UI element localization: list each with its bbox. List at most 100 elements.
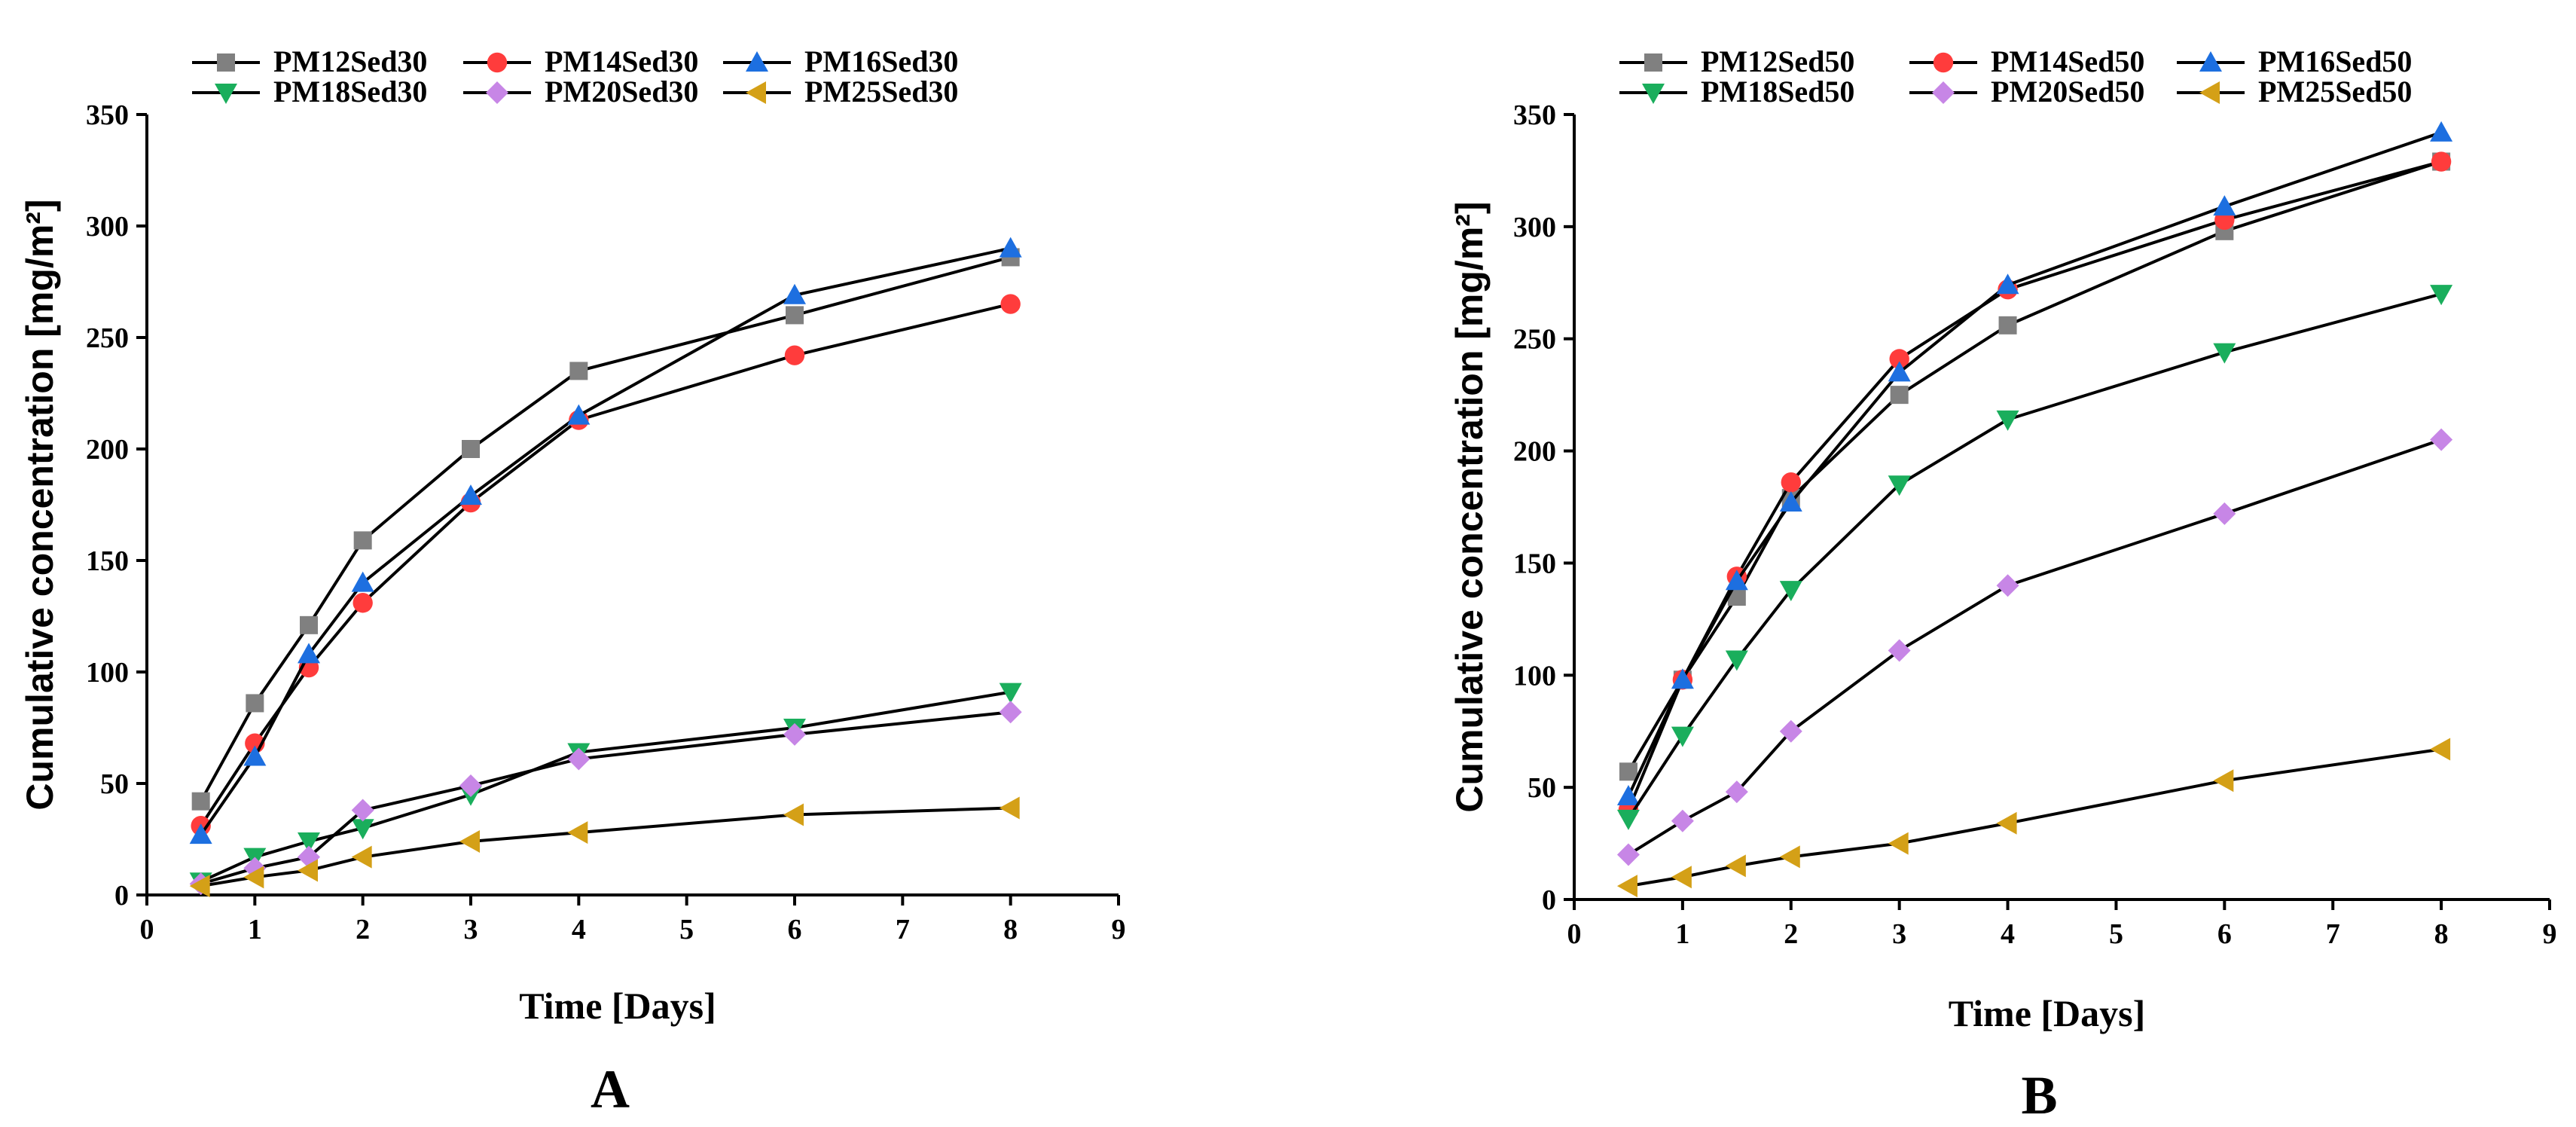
x-tick-label: 1	[248, 914, 262, 945]
x-tick-label: 6	[788, 914, 802, 945]
chart-a: 0 1 2 3 4 5 6 7 8 9 0 50 100 150 200 250 300 350 Time [Day…	[19, 44, 1126, 1119]
y-tick-label: 200	[1513, 436, 1556, 468]
y-tick-label: 100	[1513, 660, 1556, 692]
legend-item-pm14sed50: PM14Sed50	[1909, 44, 2144, 78]
data-point	[2431, 151, 2452, 172]
series-pm25sed30	[189, 796, 1020, 898]
x-tick-label: 4	[572, 914, 586, 945]
data-point	[1888, 832, 1909, 855]
series-pm25sed50	[1616, 738, 2451, 898]
y-tick-label: 0	[114, 880, 129, 912]
data-point	[1996, 410, 2019, 431]
legend-label: PM25Sed50	[2258, 75, 2412, 108]
data-point	[2213, 769, 2234, 793]
data-point	[999, 683, 1022, 704]
data-point	[567, 821, 588, 844]
legend-item-pm16sed30: PM16Sed30	[723, 44, 958, 78]
legend-label: PM18Sed30	[273, 75, 427, 108]
x-axis-title: Time [Days]	[519, 985, 716, 1027]
legend-marker	[1932, 81, 1955, 104]
legend-item-pm20sed50: PM20Sed50	[1909, 75, 2144, 108]
data-point	[298, 832, 320, 853]
data-point	[784, 345, 805, 365]
series-line	[200, 710, 1011, 886]
y-tick-label: 300	[1513, 212, 1556, 243]
data-point	[783, 803, 804, 826]
data-point	[1889, 349, 1909, 369]
data-point	[1996, 273, 2019, 295]
legend-label: PM16Sed50	[2258, 44, 2412, 78]
data-point	[1616, 875, 1637, 898]
x-tick-label: 2	[1784, 918, 1798, 950]
data-point	[999, 237, 1022, 258]
data-point	[2213, 195, 2236, 216]
legend-item-pm12sed50: PM12Sed50	[1619, 44, 1854, 78]
data-point	[783, 722, 806, 746]
data-point	[1000, 294, 1021, 314]
data-point	[569, 362, 588, 380]
x-tick-label: 3	[464, 914, 478, 945]
x-tick-label: 5	[2109, 918, 2123, 950]
legend-label: PM14Sed50	[1991, 44, 2144, 78]
legend-item-pm18sed50: PM18Sed50	[1619, 75, 1854, 108]
x-tick-label: 7	[2326, 918, 2340, 950]
data-point	[1671, 809, 1694, 832]
data-point	[1781, 472, 1801, 493]
series-line	[199, 255, 1012, 802]
data-point	[999, 701, 1022, 724]
data-point	[1725, 650, 1748, 671]
data-point	[1996, 811, 2017, 835]
x-axis-title: Time [Days]	[1949, 992, 2146, 1034]
legend-label: PM12Sed30	[273, 44, 427, 78]
data-point	[786, 306, 804, 325]
data-point	[783, 283, 806, 304]
series-pm18sed50	[1616, 285, 2453, 830]
series-line	[199, 302, 1012, 827]
legend-item-pm16sed50: PM16Sed50	[2177, 44, 2412, 78]
data-point	[246, 694, 264, 713]
data-point	[1619, 762, 1637, 781]
data-point	[999, 796, 1020, 820]
data-point	[2213, 343, 2236, 364]
data-point	[1725, 570, 1748, 591]
data-point	[462, 440, 480, 458]
data-point	[1671, 668, 1694, 689]
data-point	[1779, 491, 1802, 512]
legend-marker	[1642, 84, 1665, 104]
x-tick-label: 9	[2543, 918, 2557, 950]
data-point	[351, 799, 374, 822]
data-point	[1888, 639, 1911, 662]
data-point	[459, 774, 482, 797]
legend-label: PM12Sed50	[1701, 44, 1854, 78]
y-tick-label: 350	[1513, 99, 1556, 131]
legend-marker	[486, 81, 508, 104]
data-point	[2430, 428, 2453, 451]
data-point	[567, 404, 591, 425]
series-pm12sed30	[191, 248, 1020, 811]
y-tick-label: 250	[1513, 324, 1556, 356]
legend-marker	[215, 84, 237, 104]
series-pm14sed50	[1618, 151, 2452, 820]
series-line	[1627, 438, 2442, 857]
data-point	[2430, 285, 2453, 306]
data-point	[1616, 809, 1640, 830]
series-line	[1628, 747, 2442, 888]
data-point	[1996, 574, 2019, 597]
data-point	[2430, 121, 2453, 142]
series-line	[200, 690, 1011, 884]
data-point	[1671, 866, 1692, 889]
series-pm16sed30	[189, 237, 1022, 844]
data-point	[243, 745, 267, 766]
x-tick-label: 7	[896, 914, 910, 945]
legend-label: PM14Sed30	[545, 44, 698, 78]
legend-marker	[2199, 51, 2222, 72]
legend-marker	[217, 53, 235, 72]
y-tick-label: 50	[100, 768, 129, 800]
data-point	[1779, 719, 1802, 743]
series-line	[1627, 292, 2442, 820]
data-point	[1779, 845, 1800, 869]
x-tick-label: 6	[2217, 918, 2232, 950]
data-point	[189, 823, 212, 844]
series-line	[1627, 130, 2442, 797]
